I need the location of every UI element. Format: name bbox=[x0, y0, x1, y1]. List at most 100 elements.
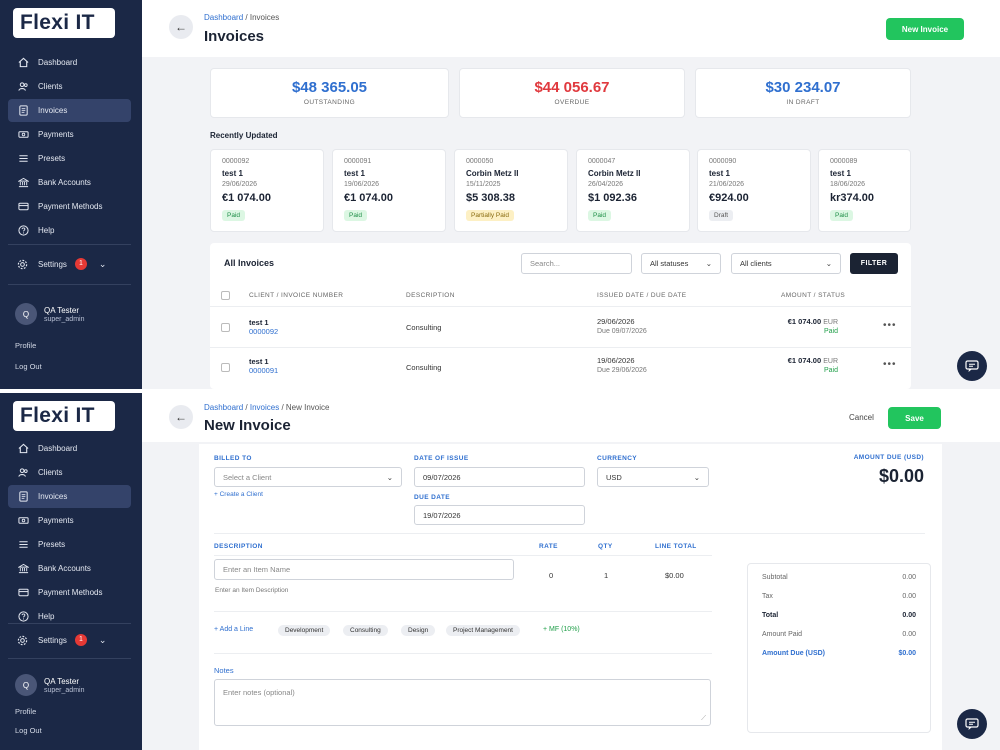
back-arrow-icon[interactable]: ← bbox=[169, 15, 193, 39]
sidebar-item-help[interactable]: Help bbox=[8, 605, 131, 628]
page-title: Invoices bbox=[204, 28, 265, 45]
sidebar-nav: Dashboard Clients Invoices Payments Pres… bbox=[8, 437, 131, 629]
profile-link[interactable]: Profile bbox=[15, 707, 37, 716]
more-options-icon[interactable]: ••• bbox=[883, 320, 897, 331]
invoice-number-link[interactable]: 0000091 bbox=[249, 366, 279, 375]
recent-invoice-card[interactable]: 0000091 test 1 19/06/2026 €1 074.00 Paid bbox=[332, 149, 446, 232]
sidebar-item-label: Dashboard bbox=[38, 444, 78, 453]
client-name: test 1 bbox=[222, 169, 243, 178]
date-of-issue-input[interactable]: 09/07/2026 bbox=[414, 467, 585, 487]
sidebar-item-dashboard[interactable]: Dashboard bbox=[8, 51, 131, 74]
breadcrumb-separator: / bbox=[245, 13, 248, 22]
invoice-amount: €1 074.00 bbox=[344, 192, 393, 204]
logo[interactable]: Flexi IT bbox=[13, 8, 115, 38]
totals-label: Subtotal bbox=[762, 574, 788, 581]
back-arrow-icon[interactable]: ← bbox=[169, 405, 193, 429]
invoice-number-link[interactable]: 0000092 bbox=[249, 327, 279, 336]
sidebar-item-clients[interactable]: Clients bbox=[8, 75, 131, 98]
chevron-down-icon: ⌄ bbox=[693, 472, 700, 482]
save-button[interactable]: Save bbox=[888, 407, 941, 429]
due-date: Due 29/06/2026 bbox=[597, 367, 647, 374]
sidebar-item-payment-methods[interactable]: Payment Methods bbox=[8, 581, 131, 604]
client-name: test 1 bbox=[249, 357, 269, 366]
user-profile[interactable]: Q QA Tester super_admin bbox=[15, 674, 84, 696]
recent-invoice-card[interactable]: 0000047 Corbin Metz II 26/04/2026 $1 092.36… bbox=[576, 149, 690, 232]
stat-value: $48 365.05 bbox=[291, 79, 368, 96]
recent-invoice-card[interactable]: 0000050 Corbin Metz II 15/11/2025 $5 308.38… bbox=[454, 149, 568, 232]
stat-label: OUTSTANDING bbox=[303, 99, 356, 106]
sidebar-item-payment-methods[interactable]: Payment Methods bbox=[8, 195, 131, 218]
sidebar-item-label: Help bbox=[38, 612, 55, 621]
sidebar-item-bank-accounts[interactable]: Bank Accounts bbox=[8, 557, 131, 580]
chevron-down-icon: ⌄ bbox=[386, 472, 393, 482]
totals-row: Tax 0.00 bbox=[762, 593, 916, 600]
notes-placeholder: Enter notes (optional) bbox=[223, 688, 295, 697]
rate-value[interactable]: 0 bbox=[549, 571, 554, 580]
notes-textarea[interactable]: Enter notes (optional) ⟋ bbox=[214, 679, 711, 726]
preset-chip[interactable]: Design bbox=[401, 625, 436, 636]
breadcrumb-dashboard[interactable]: Dashboard bbox=[204, 13, 244, 22]
logo[interactable]: Flexi IT bbox=[13, 401, 115, 431]
resize-handle-icon[interactable]: ⟋ bbox=[701, 715, 706, 722]
row-checkbox[interactable] bbox=[221, 323, 230, 332]
due-date-input[interactable]: 19/07/2026 bbox=[414, 505, 585, 525]
column-header: DESCRIPTION bbox=[406, 292, 455, 299]
logout-link[interactable]: Log Out bbox=[15, 726, 42, 735]
sidebar-item-invoices[interactable]: Invoices bbox=[8, 99, 131, 122]
sidebar-item-label: Clients bbox=[38, 468, 63, 477]
recent-invoice-card[interactable]: 0000089 test 1 18/06/2026 kr374.00 Paid bbox=[818, 149, 911, 232]
sidebar-item-payments[interactable]: Payments bbox=[8, 123, 131, 146]
item-name-input[interactable]: Enter an Item Name bbox=[214, 559, 514, 580]
sidebar-item-settings[interactable]: Settings 1 ⌄ bbox=[8, 253, 131, 275]
card-icon bbox=[17, 586, 30, 599]
client-select[interactable]: Select a Client ⌄ bbox=[214, 467, 402, 487]
preset-chip[interactable]: Consulting bbox=[343, 625, 388, 636]
chat-icon[interactable] bbox=[957, 351, 987, 381]
avatar: Q bbox=[15, 674, 37, 696]
recent-invoice-card[interactable]: 0000092 test 1 29/06/2026 €1 074.00 Paid bbox=[210, 149, 324, 232]
totals-value: 0.00 bbox=[902, 612, 916, 619]
logout-link[interactable]: Log Out bbox=[15, 362, 42, 371]
breadcrumb-dashboard[interactable]: Dashboard bbox=[204, 403, 244, 412]
sidebar-item-clients[interactable]: Clients bbox=[8, 461, 131, 484]
invoice-number: 0000092 bbox=[222, 158, 250, 165]
list-icon bbox=[17, 538, 30, 551]
qty-value[interactable]: 1 bbox=[604, 571, 609, 580]
breadcrumb-invoices[interactable]: Invoices bbox=[249, 403, 280, 412]
add-line-link[interactable]: + Add a Line bbox=[214, 626, 254, 633]
create-client-link[interactable]: + Create a Client bbox=[214, 491, 263, 498]
cash-icon bbox=[17, 514, 30, 527]
settings-section: Settings 1 ⌄ bbox=[8, 253, 131, 275]
new-invoice-button[interactable]: New Invoice bbox=[886, 18, 964, 40]
preset-chip[interactable]: Development bbox=[278, 625, 331, 636]
row-checkbox[interactable] bbox=[221, 363, 230, 372]
sidebar-item-help[interactable]: Help bbox=[8, 219, 131, 242]
more-options-icon[interactable]: ••• bbox=[883, 359, 897, 370]
breadcrumb-separator: / bbox=[245, 403, 248, 412]
item-description-input[interactable]: Enter an Item Description bbox=[215, 587, 289, 594]
sidebar-item-dashboard[interactable]: Dashboard bbox=[8, 437, 131, 460]
sidebar-item-invoices[interactable]: Invoices bbox=[8, 485, 131, 508]
sidebar-item-payments[interactable]: Payments bbox=[8, 509, 131, 532]
column-header: AMOUNT / STATUS bbox=[781, 292, 846, 299]
select-all-checkbox[interactable] bbox=[221, 291, 230, 300]
filter-button[interactable]: FILTER bbox=[850, 253, 898, 274]
status-filter-select[interactable]: All statuses ⌄ bbox=[641, 253, 721, 274]
due-date-value: 19/07/2026 bbox=[423, 510, 461, 520]
mf-surcharge-link[interactable]: + MF (10%) bbox=[543, 626, 580, 633]
currency-select[interactable]: USD ⌄ bbox=[597, 467, 709, 487]
profile-link[interactable]: Profile bbox=[15, 341, 37, 350]
chat-icon[interactable] bbox=[957, 709, 987, 739]
recent-invoice-card[interactable]: 0000090 test 1 21/06/2026 €924.00 Draft bbox=[697, 149, 811, 232]
preset-chip[interactable]: Project Management bbox=[446, 625, 520, 636]
cancel-button[interactable]: Cancel bbox=[849, 413, 874, 422]
client-filter-select[interactable]: All clients ⌄ bbox=[731, 253, 841, 274]
sidebar-item-settings[interactable]: Settings 1 ⌄ bbox=[8, 629, 131, 651]
search-input[interactable]: Search... bbox=[521, 253, 632, 274]
sidebar-item-bank-accounts[interactable]: Bank Accounts bbox=[8, 171, 131, 194]
user-profile[interactable]: Q QA Tester super_admin bbox=[15, 303, 84, 325]
new-invoice-screen: Flexi IT Dashboard Clients Invoices Paym… bbox=[0, 393, 1000, 750]
avatar: Q bbox=[15, 303, 37, 325]
sidebar-item-presets[interactable]: Presets bbox=[8, 147, 131, 170]
sidebar-item-presets[interactable]: Presets bbox=[8, 533, 131, 556]
